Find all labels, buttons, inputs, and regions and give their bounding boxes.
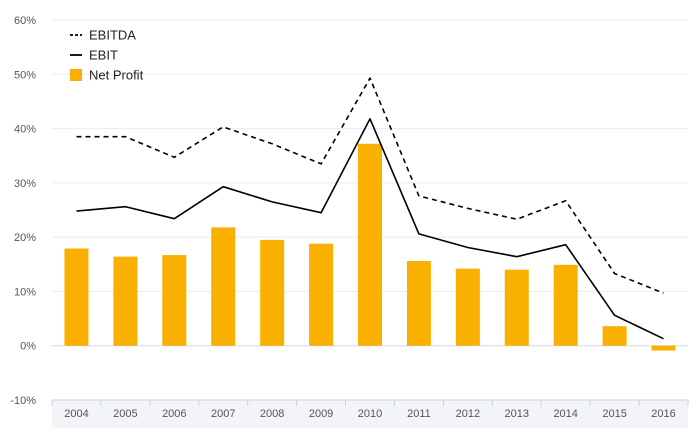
x-tick-label: 2005 — [113, 408, 137, 420]
net-profit-bar — [602, 326, 627, 346]
legend-label: EBITDA — [89, 28, 136, 43]
net-profit-bar — [406, 261, 431, 346]
x-tick-label: 2016 — [651, 408, 675, 420]
ebit-line — [76, 118, 664, 340]
ebitda-line — [76, 77, 664, 294]
x-tick-label: 2010 — [358, 408, 382, 420]
net-profit-bar — [162, 255, 187, 346]
net-profit-bar — [358, 143, 382, 346]
x-tick-label: 2013 — [505, 408, 529, 420]
x-tick-label: 2011 — [407, 408, 431, 420]
x-tick-label: 2006 — [162, 408, 186, 420]
net-profit-bar — [260, 239, 285, 346]
legend-swatch-bar — [70, 69, 82, 81]
net-profit-bar — [651, 345, 676, 351]
net-profit-bar — [504, 269, 529, 346]
net-profit-bar — [309, 243, 334, 346]
x-axis-band — [52, 400, 688, 428]
x-axis: 2004 2005 2006 2007 2008 2009 2010 2011 2012 2013… — [51, 399, 689, 428]
y-tick-label: 40% — [14, 124, 36, 136]
legend: EBITDA EBIT Net Profit — [70, 28, 144, 83]
x-tick-label: 2009 — [309, 408, 333, 420]
net-profit-bar — [211, 227, 236, 346]
legend-label: Net Profit — [89, 68, 144, 83]
legend-label: EBIT — [89, 48, 118, 63]
net-profit-bar — [455, 268, 480, 346]
x-tick-label: 2012 — [456, 408, 480, 420]
x-tick-label: 2008 — [260, 408, 284, 420]
y-tick-label: 30% — [14, 178, 36, 190]
x-tick-label: 2015 — [602, 408, 626, 420]
net-profit-bars — [64, 143, 676, 351]
line-series — [76, 77, 664, 340]
y-tick-label: 20% — [14, 232, 36, 244]
y-axis: -10% 0% 10% 20% 30% 40% 50% 60% — [10, 15, 36, 407]
x-tick-label: 2014 — [553, 408, 577, 420]
x-tick-label: 2004 — [64, 408, 88, 420]
y-tick-label: 60% — [14, 15, 36, 27]
y-tick-label: 50% — [14, 69, 36, 81]
y-tick-label: -10% — [10, 395, 36, 407]
y-tick-label: 10% — [14, 286, 36, 298]
y-tick-label: 0% — [20, 341, 36, 353]
net-profit-bar — [553, 264, 578, 346]
x-tick-label: 2007 — [211, 408, 235, 420]
net-profit-bar — [113, 256, 138, 346]
net-profit-bar — [64, 248, 89, 346]
